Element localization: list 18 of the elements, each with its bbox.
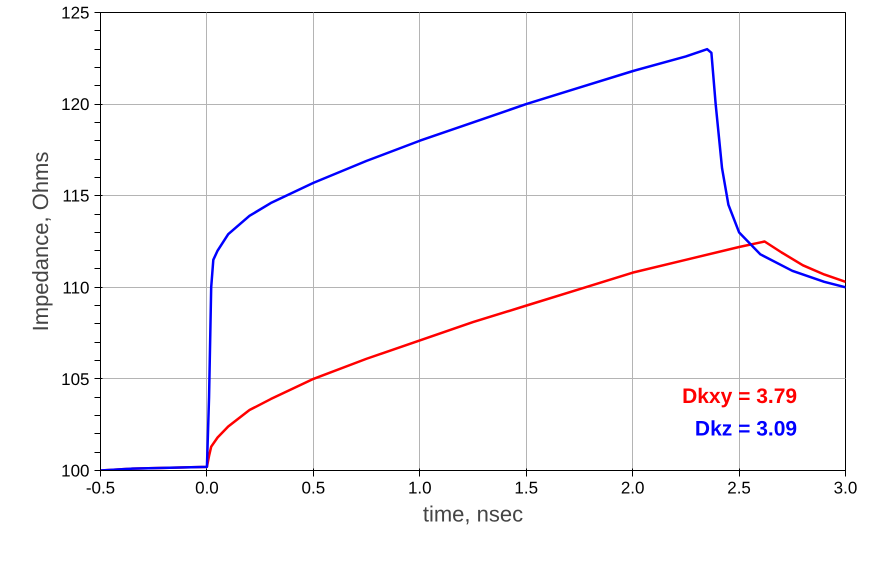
y-tick-label: 115 <box>62 186 90 206</box>
x-tick-label: 0.5 <box>302 478 326 498</box>
x-tick-label: 1.0 <box>408 478 432 498</box>
y-tick-label: 110 <box>62 278 90 298</box>
y-tick-label: 100 <box>61 462 90 480</box>
x-axis-title: time, nsec <box>422 502 524 526</box>
x-tick-label: 3.0 <box>834 478 858 498</box>
y-tick-label: 125 <box>61 4 90 22</box>
x-tick-label: 0.0 <box>195 478 219 498</box>
x-tick-label: 2.0 <box>620 478 644 498</box>
x-tick-label: 1.5 <box>514 478 538 498</box>
x-tick-label: -0.5 <box>86 478 116 498</box>
x-tick-label: 2.5 <box>727 478 751 498</box>
y-tick-label: 105 <box>61 370 90 389</box>
y-axis-title: Impedance, Ohms <box>28 152 54 332</box>
text: Dkxy = 3.79 <box>682 384 798 408</box>
y-tick-label: 120 <box>61 95 90 114</box>
text: Dkz = 3.09 <box>694 418 798 441</box>
